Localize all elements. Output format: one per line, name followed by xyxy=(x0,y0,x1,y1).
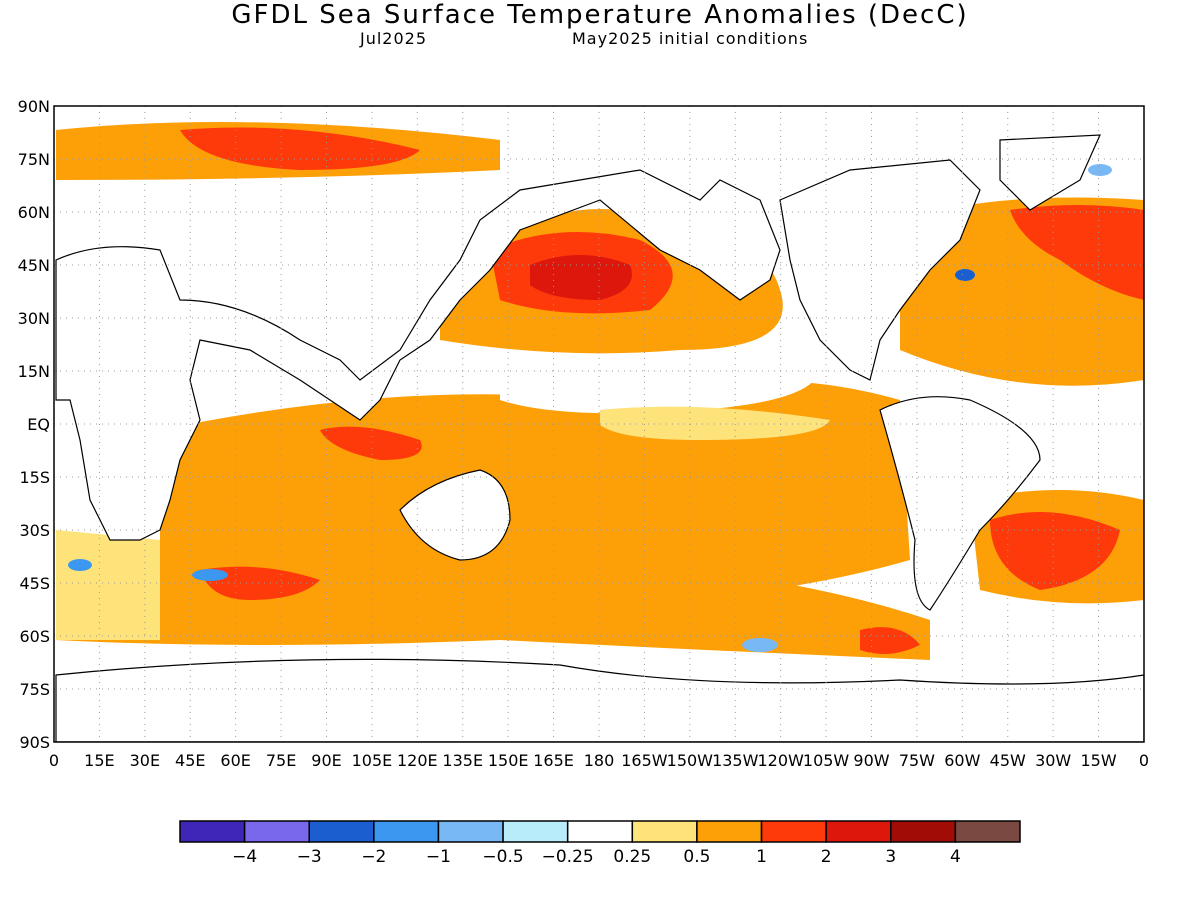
colorbar-swatch xyxy=(631,820,698,843)
colorbar-label: 1 xyxy=(756,847,767,867)
continent-antarctica xyxy=(55,658,1144,742)
colorbar-label: −2 xyxy=(361,847,386,867)
longitude-label: 30W xyxy=(1035,751,1071,770)
initial-conditions-label: May2025 initial conditions xyxy=(572,29,809,48)
colorbar-swatch xyxy=(760,820,827,843)
colorbar-swatch xyxy=(890,820,957,843)
anomaly-region xyxy=(56,530,160,640)
anomaly-region xyxy=(600,406,830,440)
longitude-label: 60E xyxy=(220,751,250,770)
anomaly-region xyxy=(192,569,228,581)
anomaly-region xyxy=(990,512,1120,590)
longitude-label: 45W xyxy=(990,751,1026,770)
colorbar-swatch xyxy=(373,820,440,843)
anomaly-region xyxy=(955,269,975,281)
colorbar-label: 3 xyxy=(885,847,896,867)
colorbar-swatch xyxy=(954,820,1021,843)
colorbar-swatch xyxy=(437,820,504,843)
continent-south-america xyxy=(879,396,1041,611)
map-frame xyxy=(53,105,1145,743)
longitude-label: 15W xyxy=(1080,751,1116,770)
longitude-label: 0 xyxy=(1139,751,1149,770)
latitude-label: 30S xyxy=(19,521,50,540)
forecast-month-label: Jul2025 xyxy=(360,29,428,48)
colorbar-label: 0.25 xyxy=(613,847,651,867)
continent-north-america xyxy=(779,159,981,381)
anomaly-region xyxy=(500,352,821,414)
colorbar-swatch xyxy=(502,820,569,843)
anomaly-region xyxy=(68,559,92,571)
colorbar-swatch xyxy=(243,820,310,843)
coastlines xyxy=(55,134,1144,742)
anomaly-fields xyxy=(56,122,1144,660)
anomaly-region xyxy=(860,627,920,654)
continent-greenland xyxy=(999,134,1101,211)
longitude-label: 135E xyxy=(442,751,483,770)
colorbar-label: −3 xyxy=(297,847,322,867)
latitude-label: 60N xyxy=(18,203,50,222)
colorbar-swatch xyxy=(308,820,375,843)
latitude-label: EQ xyxy=(27,415,50,434)
colorbar-label: 0.5 xyxy=(683,847,710,867)
colorbar-swatch xyxy=(179,820,246,843)
longitude-labels: 0 15E 30E 45E 60E 75E 90E 105E 120E 135E 150E 165E 1… xyxy=(49,751,1149,770)
longitude-label: 165W xyxy=(621,751,668,770)
longitude-label: 120E xyxy=(397,751,438,770)
latitude-label: 45S xyxy=(19,574,50,593)
colorbar-swatch xyxy=(696,820,763,843)
graticule xyxy=(54,106,1144,742)
longitude-label: 90E xyxy=(311,751,341,770)
anomaly-region xyxy=(200,566,320,600)
longitude-label: 0 xyxy=(49,751,59,770)
latitude-label: 45N xyxy=(18,256,50,275)
longitude-label: 45E xyxy=(175,751,205,770)
colorbar-label: −0.5 xyxy=(482,847,523,867)
anomaly-region xyxy=(320,426,422,460)
longitude-label: 180 xyxy=(584,751,615,770)
colorbar-swatch xyxy=(566,820,634,843)
longitude-label: 105W xyxy=(803,751,850,770)
map-title: GFDL Sea Surface Temperature Anomalies (… xyxy=(231,0,969,30)
longitude-label: 165E xyxy=(533,751,574,770)
latitude-label: 75N xyxy=(18,150,50,169)
latitude-label: 75S xyxy=(19,680,50,699)
longitude-label: 120W xyxy=(757,751,804,770)
longitude-label: 75W xyxy=(899,751,935,770)
longitude-label: 90W xyxy=(853,751,889,770)
longitude-label: 135W xyxy=(712,751,759,770)
anomaly-region xyxy=(1088,164,1112,176)
longitude-label: 60W xyxy=(944,751,980,770)
colorbar: −4 −3 −2 −1 −0.5 −0.25 0.25 0.5 1 2 3 4 xyxy=(179,820,1021,867)
latitude-label: 60S xyxy=(19,627,50,646)
colorbar-label: 2 xyxy=(821,847,832,867)
latitude-label: 15S xyxy=(19,468,50,487)
longitude-label: 150E xyxy=(488,751,529,770)
colorbar-label: −1 xyxy=(426,847,451,867)
colorbar-label: −4 xyxy=(232,847,257,867)
longitude-label: 30E xyxy=(130,751,160,770)
latitude-label: 15N xyxy=(18,362,50,381)
longitude-label: 150W xyxy=(667,751,714,770)
longitude-label: 75E xyxy=(266,751,296,770)
anomaly-region xyxy=(1010,205,1144,300)
colorbar-label: −0.25 xyxy=(542,847,594,867)
colorbar-label: 4 xyxy=(950,847,961,867)
latitude-label: 90S xyxy=(19,733,50,752)
colorbar-swatch xyxy=(825,820,892,843)
latitude-labels: 90N 75N 60N 45N 30N 15N EQ 15S 30S 45S 60S 75S 90S xyxy=(18,97,50,752)
anomaly-region xyxy=(742,638,778,652)
latitude-label: 30N xyxy=(18,309,50,328)
continent-afro-eurasia xyxy=(55,169,781,541)
longitude-label: 105E xyxy=(352,751,393,770)
continent-australia xyxy=(399,469,511,561)
latitude-label: 90N xyxy=(18,97,50,116)
longitude-label: 15E xyxy=(84,751,114,770)
anomaly-region xyxy=(530,255,632,300)
